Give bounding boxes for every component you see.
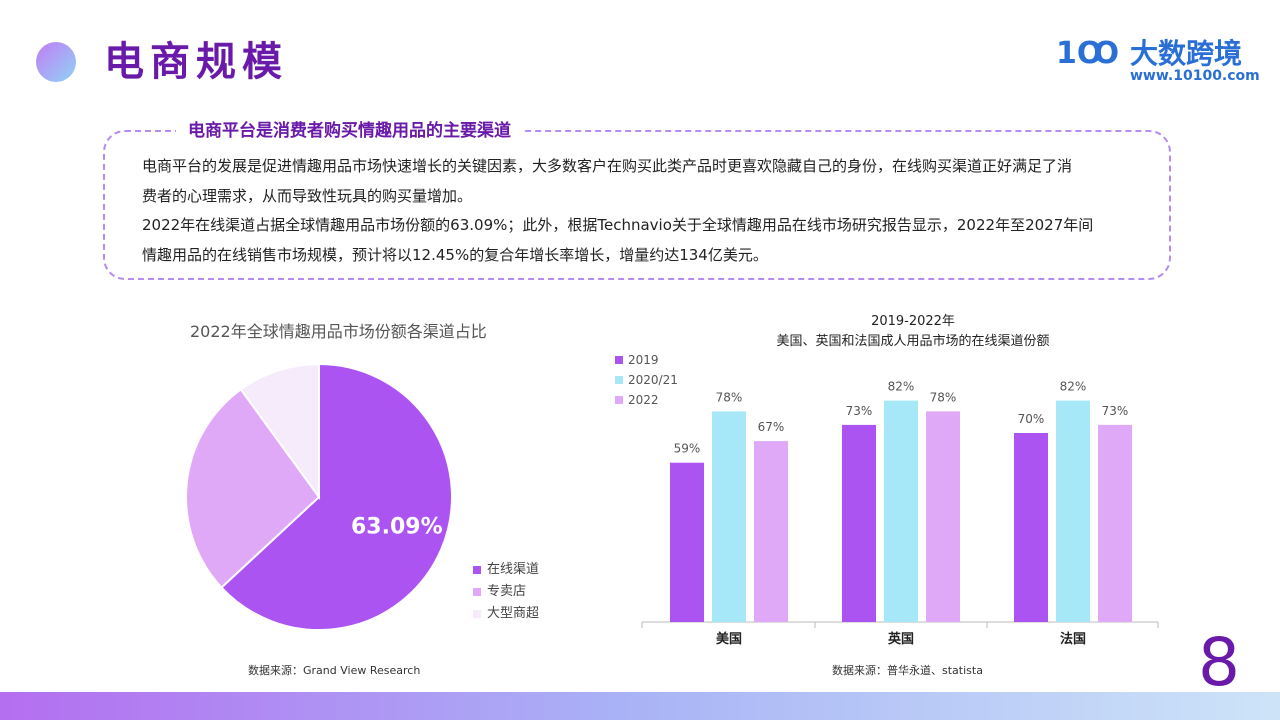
bar-value-label-france-2019: 70%: [1018, 412, 1045, 426]
callout-line-4: 情趣用品的在线销售市场规模，预计将以12.45%的复合年增长率增长，增量约达13…: [142, 245, 768, 264]
pie-legend-swatch-specialty: [473, 587, 481, 596]
pie-legend-swatch-mall: [473, 609, 481, 618]
pie-legend-label-specialty: 专卖店: [487, 584, 527, 599]
bar-uk-2019: [842, 424, 876, 622]
callout-line-3: 2022年在线渠道占据全球情趣用品市场份额的63.09%；此外，根据Techna…: [142, 216, 1094, 234]
bar-value-label-france-2020-21: 82%: [1060, 380, 1087, 394]
bottom-gradient-bar: [0, 692, 1280, 720]
bar-category-label-france: 法国: [1060, 631, 1086, 647]
bar-category-label-usa: 美国: [716, 631, 742, 647]
bar-usa-2020-21: [712, 411, 746, 622]
logo-mark: 1Ꝏ: [1056, 36, 1120, 71]
bar-chart-title-line2: 美国、英国和法国成人用品市场的在线渠道份额: [776, 334, 1050, 349]
title-bullet-icon: [36, 42, 76, 82]
pie-source: 数据来源：Grand View Research: [248, 664, 421, 677]
bar-uk-2020-21: [884, 400, 918, 622]
bar-value-label-usa-2022: 67%: [758, 420, 785, 434]
bar-source: 数据来源：普华永道、statista: [832, 664, 983, 677]
pie-legend-item-online: 在线渠道: [473, 561, 539, 579]
bar-france-2022: [1098, 424, 1132, 622]
bar-legend-label-2019: 2019: [628, 353, 659, 367]
bar-usa-2019: [670, 462, 704, 622]
brand-logo: 1Ꝏ 大数跨境 www.10100.com: [1056, 34, 1260, 86]
page-title: 电商规模: [104, 39, 288, 85]
callout-body: 电商平台的发展是促进情趣用品市场快速增长的关键因素，大多数客户在购买此类产品时更…: [142, 152, 1142, 270]
callout-line-1: 电商平台的发展是促进情趣用品市场快速增长的关键因素，大多数客户在购买此类产品时更…: [142, 157, 1073, 175]
bar-legend-label-2022: 2022: [628, 393, 659, 407]
pie-slice-specialty: [185, 388, 321, 589]
bar-france-2019: [1014, 433, 1048, 622]
pie-slice-label-online: 63.09%: [351, 515, 443, 540]
pie-legend-label-mall: 大型商超: [487, 606, 540, 621]
logo-name: 大数跨境: [1130, 37, 1243, 70]
bar-france-2020-21: [1056, 400, 1090, 622]
logo-url: www.10100.com: [1130, 68, 1260, 84]
bar-value-label-uk-2019: 73%: [846, 404, 873, 418]
bar-value-label-uk-2020-21: 82%: [888, 380, 915, 394]
bar-legend-swatch-2020-21: [615, 376, 623, 384]
pie-legend-item-specialty: 专卖店: [473, 583, 526, 601]
pie-slice-online: [220, 362, 453, 631]
pie-slice-mall: [239, 362, 320, 501]
page-number: 8: [1198, 624, 1240, 701]
bar-legend-label-2020-21: 2020/21: [628, 373, 678, 387]
bar-value-label-france-2022: 73%: [1102, 404, 1129, 418]
pie-legend-label-online: 在线渠道: [487, 562, 540, 577]
bar-legend-swatch-2019: [615, 356, 623, 364]
bar-value-label-uk-2022: 78%: [930, 390, 957, 404]
bar-legend-swatch-2022: [615, 396, 623, 404]
bar-value-label-usa-2019: 59%: [674, 442, 701, 456]
pie-chart-title: 2022年全球情趣用品市场份额各渠道占比: [190, 322, 487, 341]
bar-value-label-usa-2020-21: 78%: [716, 390, 743, 404]
pie-legend-item-mall: 大型商超: [473, 605, 539, 623]
callout-heading: 电商平台是消费者购买情趣用品的主要渠道: [188, 121, 511, 141]
bar-category-label-uk: 英国: [887, 631, 914, 647]
callout-box: [103, 130, 1171, 280]
bar-uk-2022: [926, 411, 960, 622]
bar-chart-title-line1: 2019-2022年: [871, 314, 955, 329]
callout-heading-wrap: 电商平台是消费者购买情趣用品的主要渠道: [176, 118, 523, 144]
bar-usa-2022: [754, 441, 788, 622]
callout-line-2: 费者的心理需求，从而导致性玩具的购买量增加。: [142, 186, 473, 205]
pie-legend-swatch-online: [473, 565, 481, 574]
